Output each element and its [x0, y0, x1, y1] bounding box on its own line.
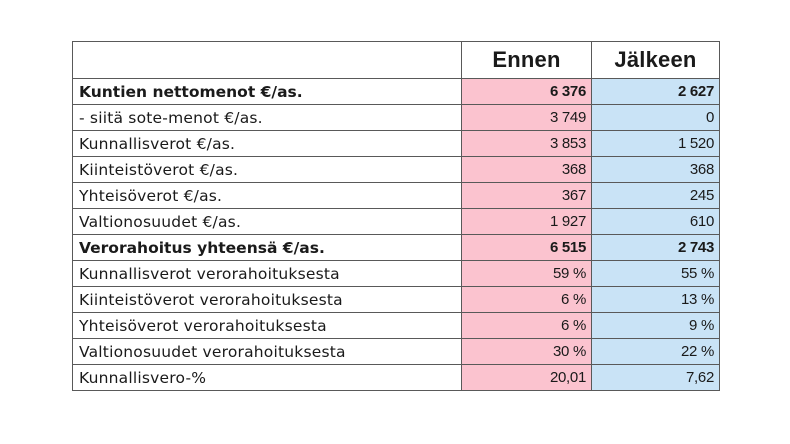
row-label: Kunnallisvero-%	[72, 364, 462, 391]
row-label: Kunnallisverot verorahoituksesta	[72, 260, 462, 287]
row-value-before: 1 927	[461, 208, 592, 235]
row-label: Verorahoitus yhteensä €/as.	[72, 234, 462, 261]
row-value-before: 30 %	[461, 338, 592, 365]
table-row: Kunnallisverot €/as. 3 853 1 520	[72, 130, 720, 157]
row-value-after: 610	[591, 208, 720, 235]
row-label: Kiinteistöverot verorahoituksesta	[72, 286, 462, 313]
table-row: Kuntien nettomenot €/as. 6 376 2 627	[72, 78, 720, 105]
row-label: Valtionosuudet €/as.	[72, 208, 462, 235]
row-value-before: 6 %	[461, 312, 592, 339]
row-value-after: 7,62	[591, 364, 720, 391]
row-label: Valtionosuudet verorahoituksesta	[72, 338, 462, 365]
row-value-after: 2 743	[591, 234, 720, 261]
table-row: Kiinteistöverot €/as. 368 368	[72, 156, 720, 183]
table-body: Ennen Jälkeen Kuntien nettomenot €/as. 6 …	[72, 41, 720, 391]
table-row: Kiinteistöverot verorahoituksesta 6 % 13 %	[72, 286, 720, 313]
row-value-after: 368	[591, 156, 720, 183]
table-row: Yhteisöverot €/as. 367 245	[72, 182, 720, 209]
row-value-after: 2 627	[591, 78, 720, 105]
row-label: Kiinteistöverot €/as.	[72, 156, 462, 183]
row-label: Yhteisöverot €/as.	[72, 182, 462, 209]
row-value-before: 6 376	[461, 78, 592, 105]
table-row: Kunnallisvero-% 20,01 7,62	[72, 364, 720, 391]
row-value-before: 20,01	[461, 364, 592, 391]
row-value-after: 55 %	[591, 260, 720, 287]
row-value-after: 9 %	[591, 312, 720, 339]
row-label: Kunnallisverot €/as.	[72, 130, 462, 157]
row-value-before: 6 %	[461, 286, 592, 313]
row-value-after: 1 520	[591, 130, 720, 157]
header-after: Jälkeen	[591, 41, 720, 79]
row-value-after: 22 %	[591, 338, 720, 365]
row-value-before: 3 749	[461, 104, 592, 131]
table-row: Valtionosuudet verorahoituksesta 30 % 22 %	[72, 338, 720, 365]
row-label: - siitä sote-menot €/as.	[72, 104, 462, 131]
table-row: - siitä sote-menot €/as. 3 749 0	[72, 104, 720, 131]
comparison-table: Ennen Jälkeen Kuntien nettomenot €/as. 6 …	[72, 41, 720, 391]
table-row: Kunnallisverot verorahoituksesta 59 % 55 %	[72, 260, 720, 287]
row-value-before: 59 %	[461, 260, 592, 287]
row-label: Kuntien nettomenot €/as.	[72, 78, 462, 105]
header-row: Ennen Jälkeen	[72, 41, 720, 79]
row-value-before: 3 853	[461, 130, 592, 157]
row-value-before: 367	[461, 182, 592, 209]
row-value-before: 368	[461, 156, 592, 183]
row-label: Yhteisöverot verorahoituksesta	[72, 312, 462, 339]
header-label-cell	[72, 41, 462, 79]
table-row: Yhteisöverot verorahoituksesta 6 % 9 %	[72, 312, 720, 339]
table-row: Verorahoitus yhteensä €/as. 6 515 2 743	[72, 234, 720, 261]
row-value-after: 13 %	[591, 286, 720, 313]
row-value-after: 0	[591, 104, 720, 131]
header-before: Ennen	[461, 41, 592, 79]
table-row: Valtionosuudet €/as. 1 927 610	[72, 208, 720, 235]
row-value-after: 245	[591, 182, 720, 209]
row-value-before: 6 515	[461, 234, 592, 261]
